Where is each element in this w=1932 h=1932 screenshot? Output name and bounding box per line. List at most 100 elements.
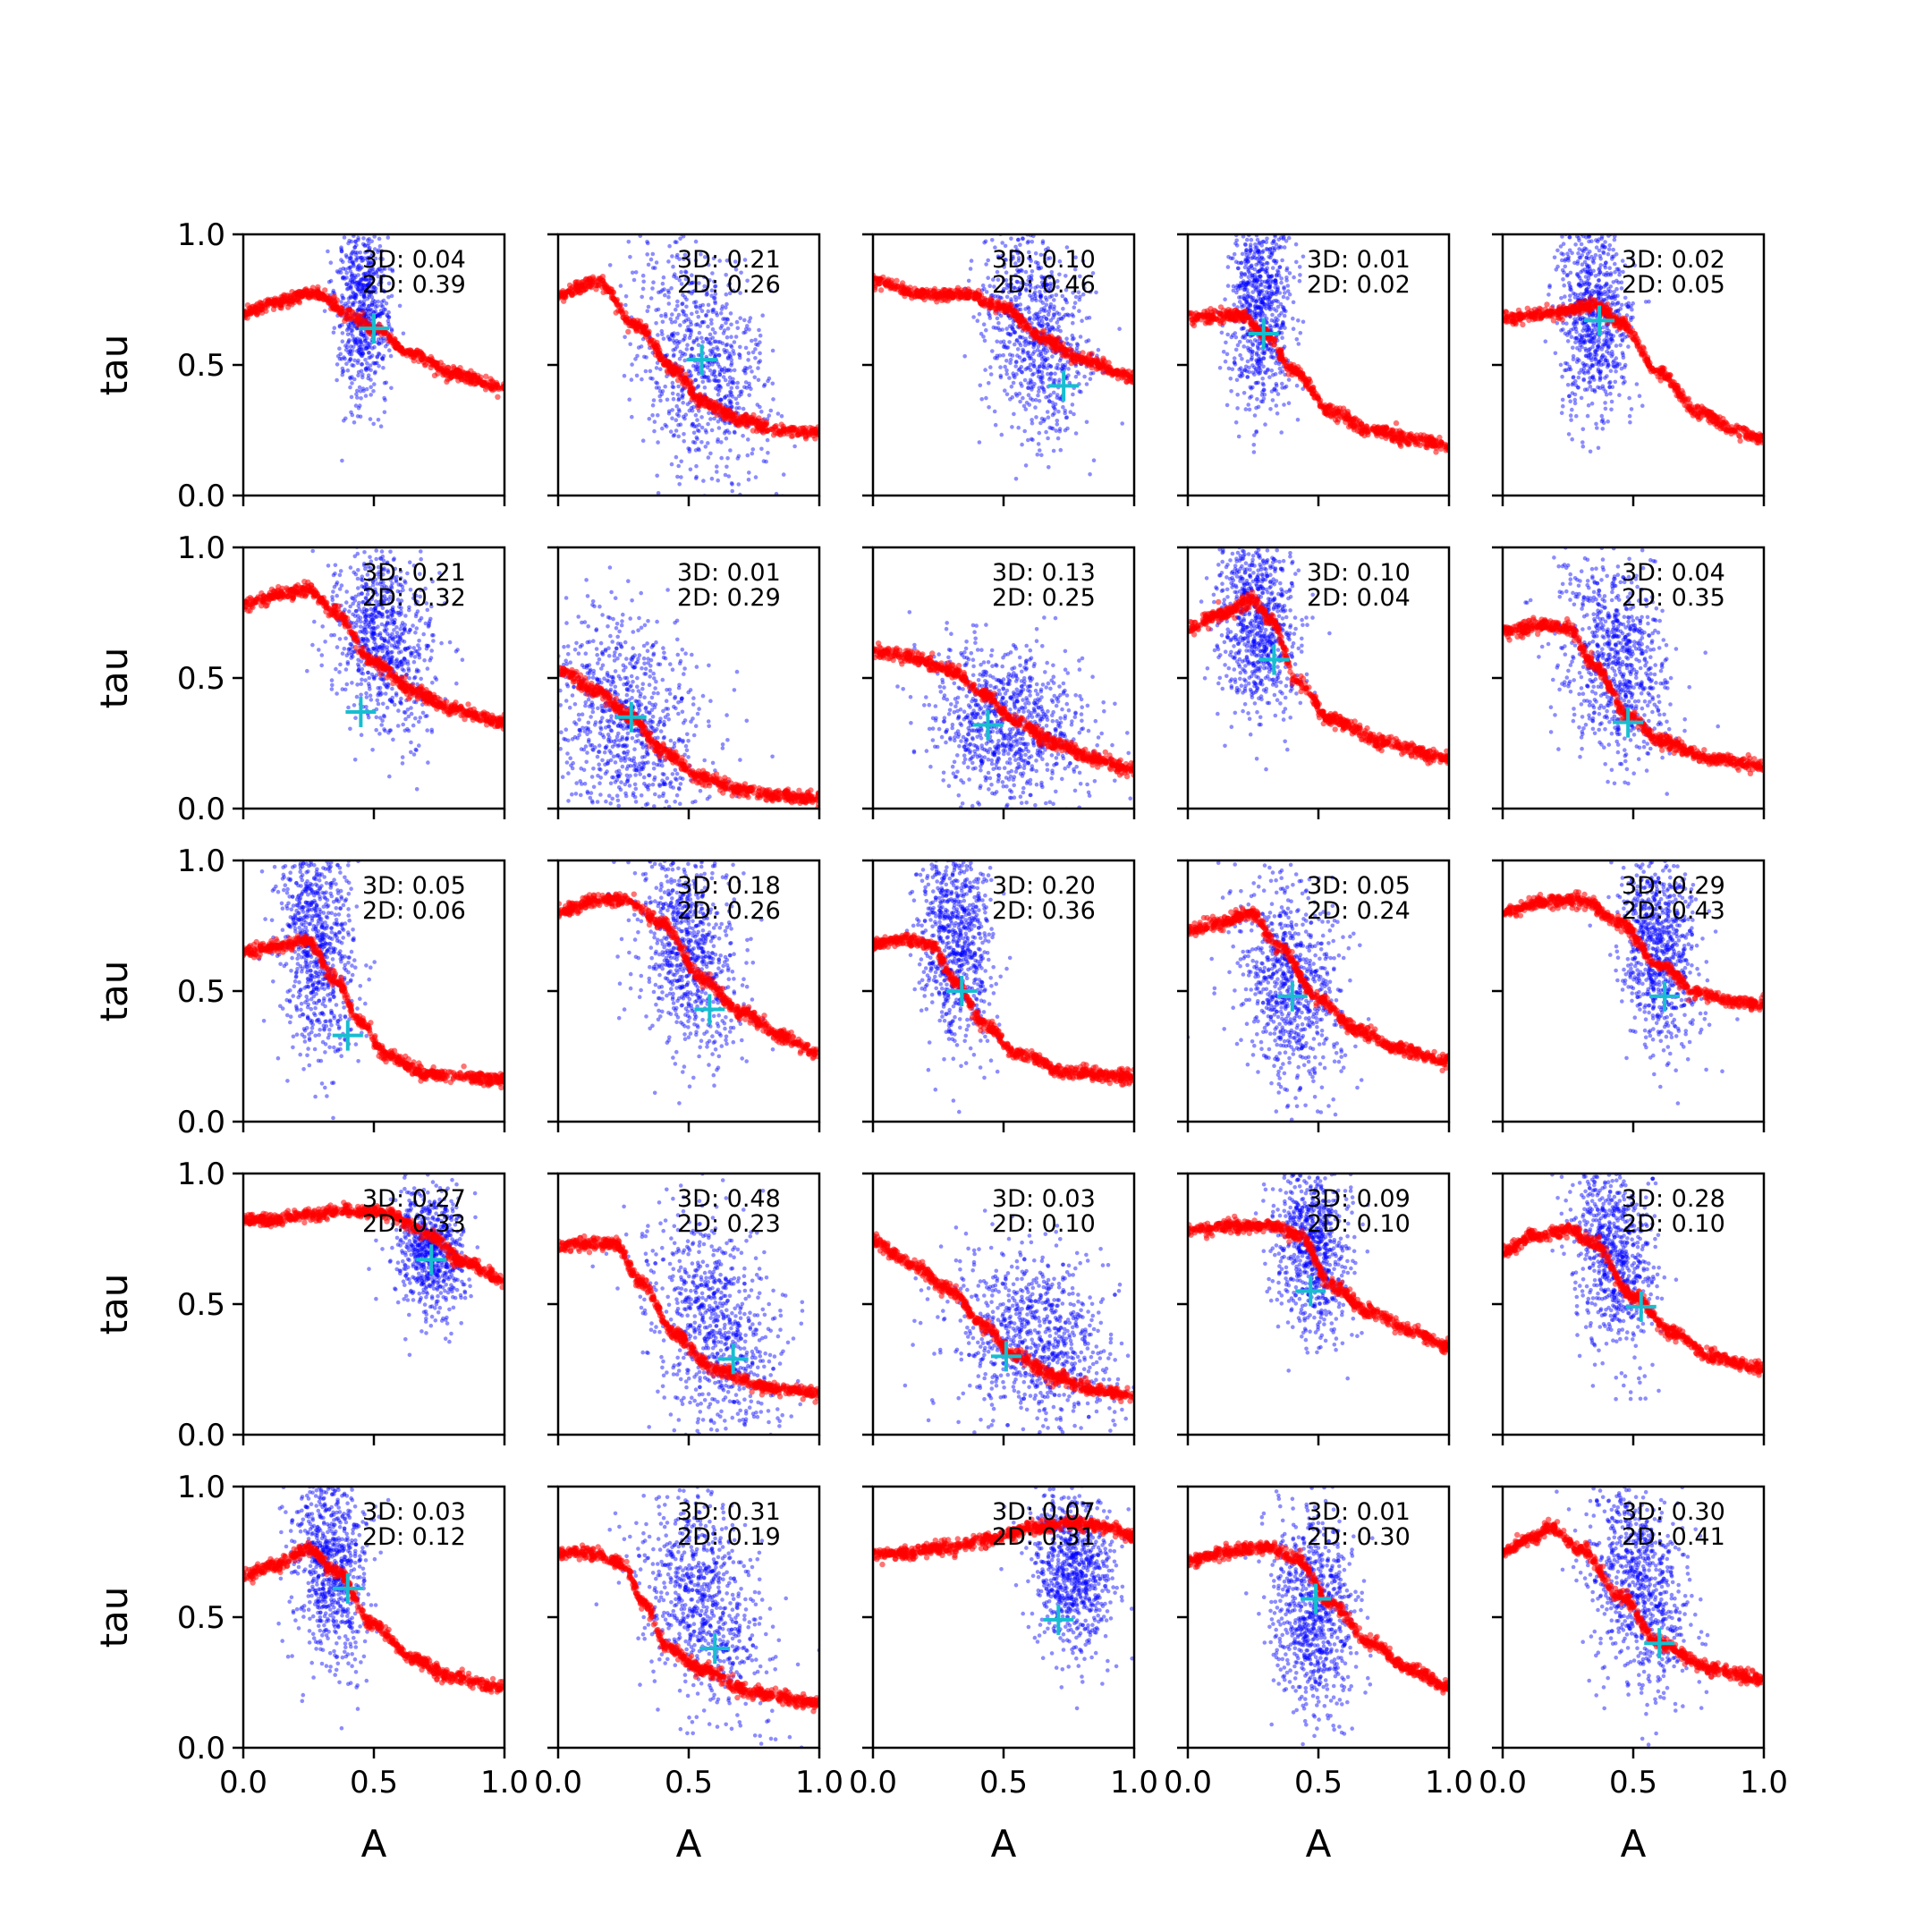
- sample-point: [696, 371, 701, 377]
- sample-point: [1015, 248, 1020, 252]
- sample-point: [746, 358, 750, 362]
- sample-point: [645, 240, 649, 244]
- sample-point: [389, 328, 394, 334]
- sample-point: [640, 286, 646, 292]
- sample-point: [1040, 380, 1046, 386]
- sample-point: [1280, 381, 1284, 386]
- sample-point: [1004, 282, 1009, 287]
- sample-point: [354, 258, 359, 263]
- sample-point: [350, 412, 355, 418]
- sample-point: [1274, 323, 1278, 327]
- sample-point: [1262, 313, 1267, 318]
- sample-point: [1009, 258, 1013, 262]
- sample-point: [352, 339, 358, 344]
- curve-point: [408, 353, 414, 360]
- sample-point: [1294, 259, 1299, 265]
- sample-point: [1013, 477, 1019, 481]
- sample-point: [1283, 326, 1287, 330]
- sample-point: [360, 352, 365, 356]
- sample-point: [1039, 274, 1044, 279]
- sample-point: [1078, 335, 1083, 339]
- ticks: [862, 233, 1136, 506]
- sample-point: [724, 317, 730, 322]
- sample-point: [660, 389, 665, 394]
- sample-point: [1275, 318, 1280, 322]
- sample-point: [1284, 266, 1290, 271]
- sample-point: [1030, 227, 1035, 232]
- sample-point: [966, 278, 971, 284]
- sample-point: [355, 339, 360, 344]
- sample-point: [712, 354, 717, 360]
- sample-point: [1276, 223, 1281, 227]
- sample-point: [1254, 313, 1259, 318]
- sample-point: [651, 398, 657, 402]
- sample-point: [356, 273, 360, 277]
- sample-point: [1007, 352, 1013, 357]
- sample-point: [716, 384, 721, 388]
- sample-point: [636, 345, 641, 350]
- sample-point: [1237, 284, 1241, 289]
- curve-point: [657, 356, 664, 362]
- sample-point: [1046, 322, 1050, 327]
- sample-point: [1046, 394, 1051, 399]
- sample-point: [674, 418, 679, 423]
- sample-point: [380, 257, 386, 261]
- sample-point: [722, 366, 727, 371]
- curve-point: [272, 302, 278, 309]
- sample-point: [1250, 290, 1255, 294]
- sample-point: [1030, 298, 1035, 302]
- sample-point: [675, 341, 681, 346]
- sample-point: [1066, 342, 1071, 346]
- sample-point: [986, 275, 990, 281]
- sample-point: [351, 302, 356, 308]
- sample-point: [987, 381, 991, 386]
- sample-point: [362, 291, 368, 295]
- sample-point: [1254, 351, 1259, 355]
- sample-point: [987, 313, 992, 318]
- sample-point: [1256, 369, 1260, 375]
- sample-point: [694, 474, 699, 479]
- sample-point: [371, 277, 376, 282]
- sample-point: [355, 308, 360, 313]
- sample-point: [349, 274, 354, 279]
- sample-point: [387, 348, 392, 353]
- sample-point: [1233, 420, 1239, 425]
- sample-point: [1061, 404, 1065, 410]
- sample-point: [365, 365, 370, 370]
- sample-point: [678, 349, 682, 354]
- sample-point: [1057, 428, 1063, 434]
- sample-points: [1215, 223, 1306, 454]
- sample-point: [352, 273, 358, 278]
- sample-point: [1260, 288, 1265, 293]
- sample-point: [1260, 301, 1266, 305]
- sample-point: [369, 239, 375, 244]
- sample-point: [683, 412, 689, 418]
- sample-point: [666, 411, 672, 416]
- sample-point: [1258, 399, 1264, 404]
- sample-point: [724, 428, 730, 433]
- sample-point: [977, 440, 982, 445]
- sample-point: [357, 345, 361, 350]
- curve-point: [600, 289, 606, 295]
- sample-point: [1040, 275, 1045, 281]
- sample-point: [1266, 346, 1271, 352]
- sample-point: [742, 369, 748, 373]
- sample-point: [691, 289, 695, 294]
- sample-point: [371, 289, 376, 294]
- sample-point: [1048, 376, 1053, 380]
- curve-point: [361, 318, 368, 325]
- sample-point: [1276, 361, 1282, 367]
- sample-point: [1042, 275, 1047, 281]
- sample-point: [347, 256, 352, 261]
- sample-point: [671, 385, 676, 390]
- sample-point: [690, 281, 694, 285]
- sample-point: [1268, 255, 1273, 260]
- sample-point: [666, 290, 671, 295]
- sample-point: [1272, 258, 1277, 263]
- sample-point: [1016, 425, 1021, 430]
- sample-point: [357, 347, 362, 352]
- curve-point: [981, 302, 987, 309]
- sample-point: [650, 286, 655, 291]
- sample-point: [1258, 277, 1262, 283]
